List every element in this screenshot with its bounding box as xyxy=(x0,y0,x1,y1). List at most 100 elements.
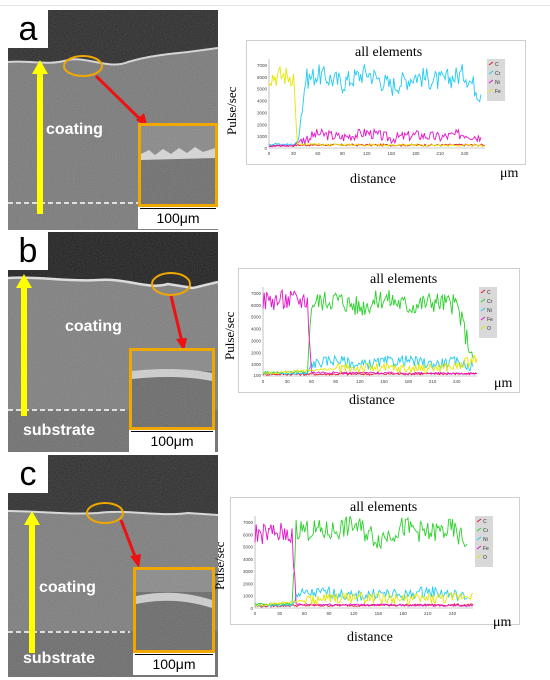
x-tick-label: 150 xyxy=(388,151,396,156)
y-tick-label: 3000 xyxy=(243,569,254,574)
series-line-o xyxy=(254,591,474,607)
x-tick-label: 210 xyxy=(424,611,432,616)
top-divider xyxy=(0,5,550,6)
zoom-inset-b xyxy=(129,348,215,430)
legend-swatch xyxy=(480,325,486,330)
eds-chart-a: 0 1000 2000 3000 4000 5000 6000 7000 0 30 60 90 120 1… xyxy=(246,40,526,165)
legend-label: O xyxy=(487,326,491,332)
series-line-ni xyxy=(254,585,468,608)
highlight-ellipse-a xyxy=(63,55,103,77)
chart-legend: C Cr Ni Fe xyxy=(487,59,505,101)
series-line-fe xyxy=(268,65,486,148)
legend-swatch xyxy=(480,289,486,294)
eds-chart-b: 100 1000 2000 3000 4000 5000 6000 7000 0 30 60 90 12… xyxy=(238,268,520,393)
legend-label: Ni xyxy=(483,537,488,543)
scale-bar-c: 100μm xyxy=(133,653,215,675)
label-coating-a: coating xyxy=(46,121,103,138)
y-tick-label: 3000 xyxy=(251,338,262,343)
legend-swatch xyxy=(476,527,482,532)
sem-image-c: c coating substrate 100μm xyxy=(8,455,218,677)
y-tick-label: 7000 xyxy=(257,63,268,68)
highlight-ellipse-c xyxy=(86,502,124,524)
label-coating-c: coating xyxy=(39,579,96,596)
x-tick-label: 30 xyxy=(291,151,297,156)
chart-xlabel-b: distance xyxy=(349,393,395,408)
scale-bar-label-c: 100μm xyxy=(152,656,196,672)
panel-letter-a: a xyxy=(8,10,48,48)
yellow-arrow-shaft-c xyxy=(29,523,35,653)
legend-label: Fe xyxy=(495,89,501,95)
y-tick-label: 3000 xyxy=(257,110,268,115)
y-tick-label: 0 xyxy=(250,606,253,611)
y-tick-label: 5000 xyxy=(251,315,262,320)
chart-ylabel-b: Pulse/sec xyxy=(222,311,237,360)
x-tick-label: 120 xyxy=(363,151,371,156)
chart-plot-a: 0 1000 2000 3000 4000 5000 6000 7000 0 30 60 90 120 1… xyxy=(257,59,505,156)
zoom-inset-c xyxy=(133,567,215,653)
chart-plot-c: 0 1000 2000 3000 4000 5000 6000 7000 0 30 60 90 120 1… xyxy=(243,515,493,616)
y-tick-label: 1000 xyxy=(251,362,262,367)
y-tick-label: 100 xyxy=(253,373,261,378)
legend-swatch xyxy=(476,536,482,541)
axes: 0 1000 2000 3000 4000 5000 6000 7000 0 30 60 90 120 1… xyxy=(243,516,473,616)
legend-swatch xyxy=(488,70,494,75)
yellow-arrow-shaft-b xyxy=(21,286,27,416)
x-tick-label: 0 xyxy=(254,611,257,616)
y-tick-label: 4000 xyxy=(243,557,254,562)
chart-xunit-c: μm xyxy=(493,615,512,630)
yellow-arrowhead-b xyxy=(16,274,32,288)
red-arrow-a xyxy=(94,74,145,124)
axes: 0 1000 2000 3000 4000 5000 6000 7000 0 30 60 90 120 1… xyxy=(257,59,485,156)
chart-ylabel-c: Pulse/sec xyxy=(212,541,227,590)
y-tick-label: 5000 xyxy=(243,545,254,550)
y-tick-label: 0 xyxy=(264,146,267,151)
series-line-o xyxy=(262,354,478,375)
chart-ylabel-a: Pulse/sec xyxy=(224,86,239,135)
legend-swatch xyxy=(480,298,486,303)
yellow-arrowhead-a xyxy=(32,60,48,74)
label-coating-b: coating xyxy=(65,318,122,335)
legend-label: Cr xyxy=(487,299,493,305)
y-tick-label: 6000 xyxy=(251,303,262,308)
legend-label: C xyxy=(495,62,499,68)
y-tick-label: 1000 xyxy=(243,594,254,599)
y-tick-label: 1000 xyxy=(257,134,268,139)
legend-swatch xyxy=(476,518,482,523)
legend-label: O xyxy=(483,555,487,561)
x-tick-label: 240 xyxy=(453,379,461,384)
x-tick-label: 120 xyxy=(356,379,364,384)
legend-label: Fe xyxy=(483,546,489,552)
y-tick-label: 6000 xyxy=(257,75,268,80)
series-line-ni xyxy=(268,127,482,148)
x-tick-label: 90 xyxy=(327,611,333,616)
legend-swatch xyxy=(480,316,486,321)
x-tick-label: 90 xyxy=(333,379,339,384)
scale-bar-a: 100μm xyxy=(138,207,218,229)
yellow-arrowhead-c xyxy=(24,511,40,525)
highlight-ellipse-b xyxy=(151,272,191,296)
scale-bar-label-b: 100μm xyxy=(150,433,194,449)
y-tick-label: 5000 xyxy=(257,87,268,92)
chart-xunit-a: μm xyxy=(500,166,519,181)
legend-label: Ni xyxy=(495,80,500,86)
legend-label: C xyxy=(487,290,491,296)
x-tick-label: 180 xyxy=(405,379,413,384)
chart-xunit-b: μm xyxy=(494,376,513,391)
scale-bar-label-a: 100μm xyxy=(156,210,200,226)
legend-swatch xyxy=(480,307,486,312)
chart-title-a: all elements xyxy=(355,45,423,60)
x-tick-label: 210 xyxy=(429,379,437,384)
y-tick-label: 7000 xyxy=(251,291,262,296)
label-substrate-b: substrate xyxy=(23,422,96,439)
series-line-ni xyxy=(262,354,474,376)
label-substrate-c: substrate xyxy=(23,650,96,667)
series-line-fe xyxy=(262,288,477,376)
x-tick-label: 60 xyxy=(309,379,315,384)
y-tick-label: 7000 xyxy=(243,520,254,525)
x-tick-label: 30 xyxy=(285,379,291,384)
legend-swatch xyxy=(488,61,494,66)
series-line-cr xyxy=(262,289,474,375)
chart-title-c: all elements xyxy=(350,500,418,515)
arrows-c xyxy=(24,502,141,653)
eds-chart-c: 0 1000 2000 3000 4000 5000 6000 7000 0 30 60 90 120 1… xyxy=(230,497,520,625)
